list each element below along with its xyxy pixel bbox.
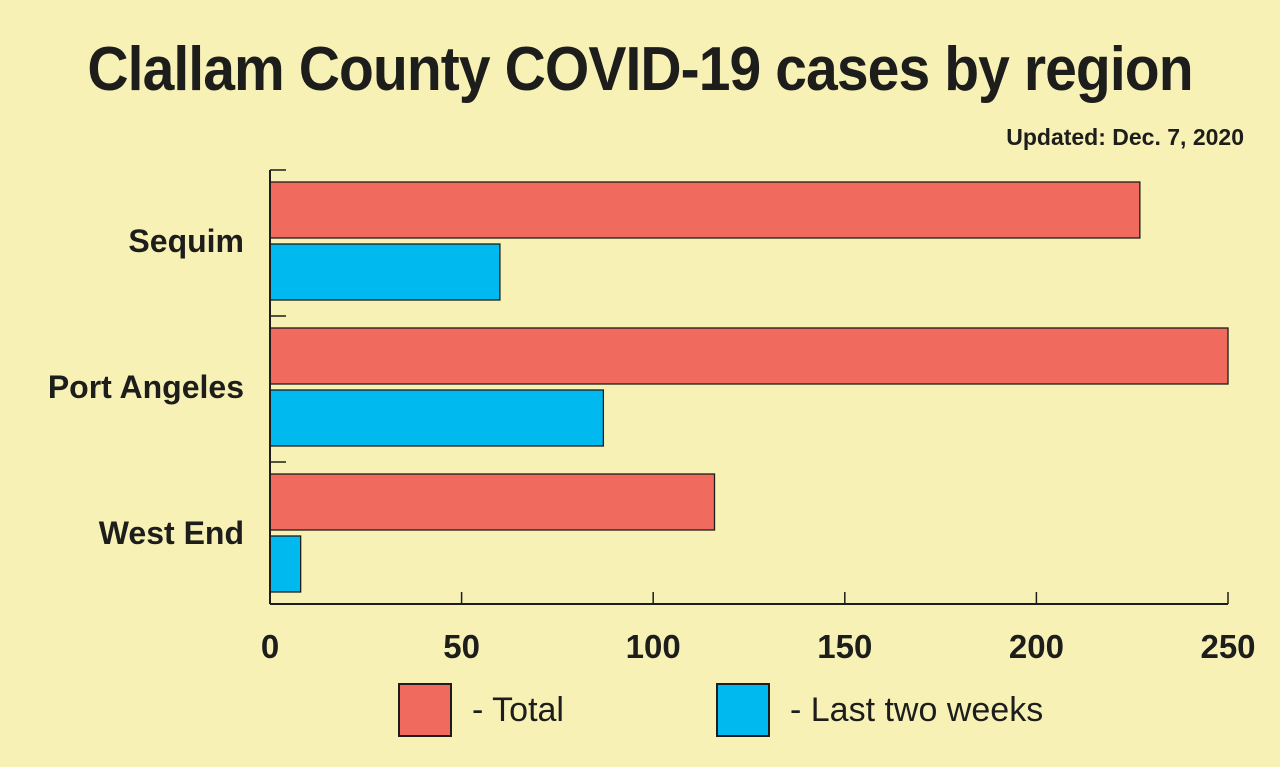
x-tick-label: 50 xyxy=(443,628,480,665)
legend-item-recent: - Last two weeks xyxy=(716,683,1043,737)
chart-subtitle: Updated: Dec. 7, 2020 xyxy=(1006,124,1244,150)
chart-title: Clallam County COVID-19 cases by region xyxy=(87,35,1193,104)
legend-item-total: - Total xyxy=(398,683,564,737)
legend-label-total: - Total xyxy=(472,690,564,729)
x-tick-label: 100 xyxy=(626,628,681,665)
legend-swatch-recent xyxy=(716,683,770,737)
x-tick-label: 150 xyxy=(817,628,872,665)
category-label: Sequim xyxy=(128,223,244,259)
legend-swatch-total xyxy=(398,683,452,737)
bar-recent-sequim xyxy=(269,243,501,301)
legend-label-recent: - Last two weeks xyxy=(790,690,1044,729)
x-tick-label: 200 xyxy=(1009,628,1064,665)
bar-recent-port-angeles xyxy=(269,389,605,447)
category-label: West End xyxy=(99,515,244,551)
bar-recent-west-end xyxy=(269,535,302,593)
category-label: Port Angeles xyxy=(48,369,244,405)
bar-total-sequim xyxy=(269,181,1141,239)
bar-total-west-end xyxy=(269,473,716,531)
bar-total-port-angeles xyxy=(269,327,1229,385)
x-tick-label: 250 xyxy=(1200,628,1255,665)
x-tick-label: 0 xyxy=(261,628,279,665)
